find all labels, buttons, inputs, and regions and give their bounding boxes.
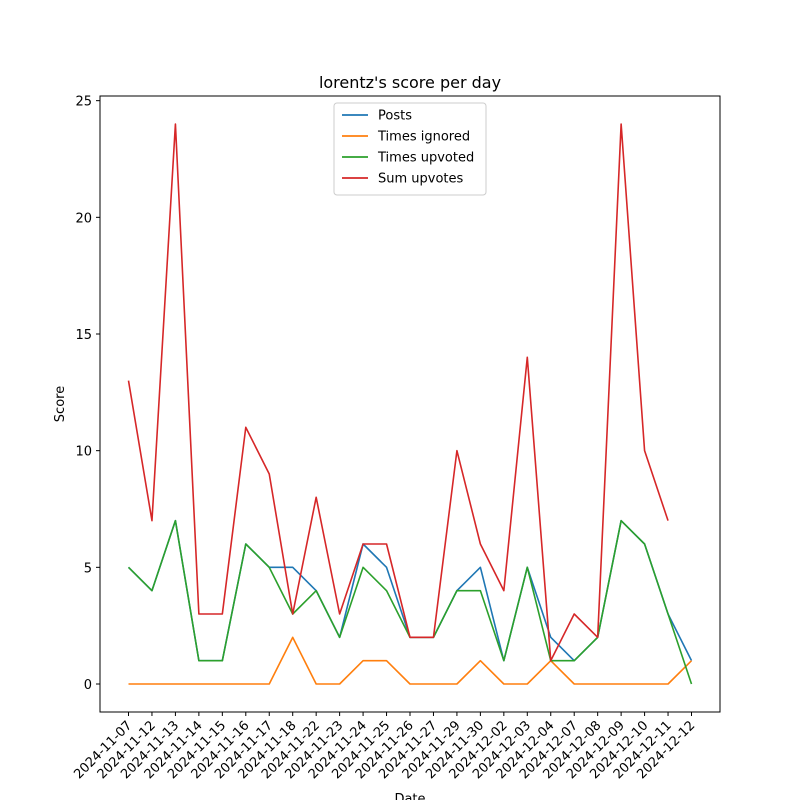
y-axis: 0 5 10 15 20 25 [75,95,100,693]
y-axis-label: Score [53,386,68,422]
y-tick-label: 15 [75,328,92,343]
legend-label: Times upvoted [377,151,474,166]
series-line-times-ignored [128,636,693,685]
legend-label: Posts [378,109,412,124]
y-tick-label: 0 [84,678,92,693]
chart-title: lorentz's score per day [319,73,501,92]
legend-label: Sum upvotes [378,172,464,187]
legend: Posts Times ignored Times upvoted Sum upvot… [333,102,487,196]
legend-label: Times ignored [377,130,470,145]
plot-lines [127,123,693,685]
y-tick-label: 20 [75,211,92,226]
y-tick-label: 10 [75,445,92,460]
x-axis-label: Date [394,792,425,800]
y-tick-label: 5 [84,561,92,576]
series-line-sum-upvotes [127,123,669,662]
legend-box [333,102,487,196]
y-tick-label: 25 [75,95,92,110]
